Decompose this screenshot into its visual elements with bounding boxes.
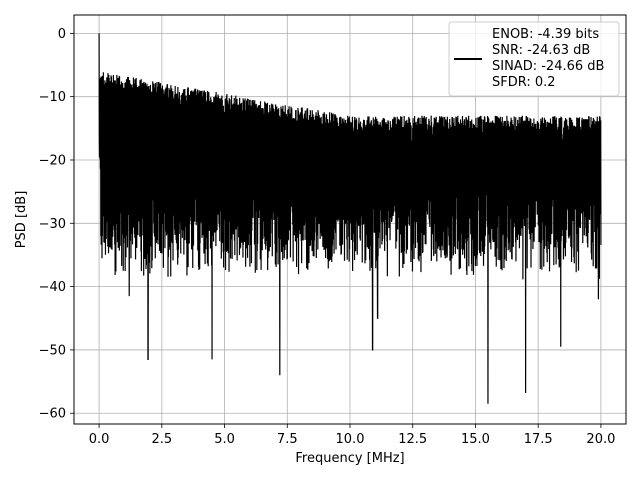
legend-box — [448, 21, 620, 97]
x-axis-label: Frequency [MHz] — [295, 451, 404, 466]
x-tick-label: 15.0 — [461, 432, 490, 447]
y-axis-label: PSD [dB] — [14, 191, 29, 249]
plot-area — [98, 33, 602, 404]
y-tick-label: 0 — [58, 27, 66, 42]
axis-ticks: 0.0 2.5 5.0 7.5 10.0 12.5 15.0 17.5 20.0 0 −10 −20 −… — [39, 27, 616, 447]
x-tick-label: 7.5 — [277, 432, 298, 447]
x-tick-label: 17.5 — [524, 432, 553, 447]
y-tick-label: −20 — [39, 153, 66, 168]
x-tick-label: 10.0 — [336, 432, 365, 447]
psd-series-line — [98, 33, 602, 404]
legend-line-sfdr: SFDR: 0.2 — [492, 75, 556, 90]
legend-line-sinad: SINAD: -24.66 dB — [492, 59, 604, 74]
y-tick-label: −50 — [39, 343, 66, 358]
y-tick-label: −10 — [39, 90, 66, 105]
x-tick-label: 5.0 — [214, 432, 235, 447]
y-tick-label: −30 — [39, 217, 66, 232]
x-tick-label: 0.0 — [89, 432, 110, 447]
y-tick-label: −40 — [39, 280, 66, 295]
legend-label: ENOB: -4.39 bits SNR: -24.63 dB SINAD: -… — [492, 27, 609, 90]
x-tick-label: 20.0 — [586, 432, 615, 447]
legend-line-enob: ENOB: -4.39 bits — [492, 27, 599, 42]
legend: ENOB: -4.39 bits SNR: -24.63 dB SINAD: -… — [448, 21, 620, 97]
x-tick-label: 2.5 — [151, 432, 172, 447]
legend-line-snr: SNR: -24.63 dB — [492, 43, 590, 58]
x-tick-label: 12.5 — [398, 432, 427, 447]
y-tick-label: −60 — [39, 407, 66, 422]
